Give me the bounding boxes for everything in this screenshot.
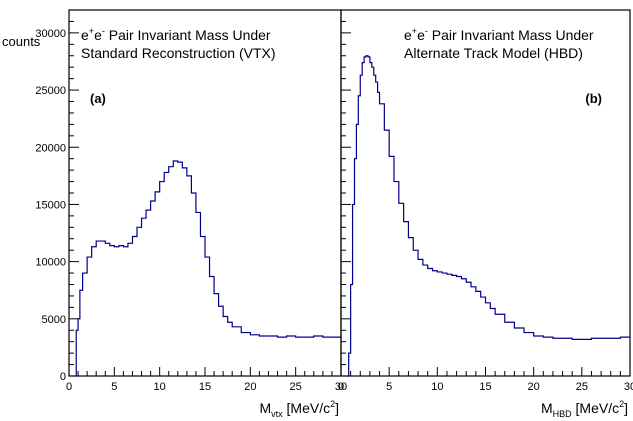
x-tick-label: 30 [624,381,633,393]
xlabel-main: M [541,400,553,416]
xlabel-unit: [MeV/c [283,400,330,416]
chart-title-line-2: Alternate Track Model (HBD) [404,45,583,61]
title-sup-minus: - [102,26,105,36]
plot-frame [340,9,631,377]
xlabel-unit: [MeV/c [572,400,619,416]
title-sup-plus: + [89,26,94,36]
x-tick-label: 10 [154,381,166,393]
panel-b: 051015202530e+e- Pair Invariant Mass Und… [338,9,633,419]
series-line [74,160,342,377]
title-e2: e [94,27,102,43]
x-tick-label: 0 [66,381,72,393]
title-rest: Pair Invariant Mass Under [105,27,271,43]
x-tick-label: 15 [199,381,211,393]
x-tick-label: 5 [386,381,392,393]
x-tick-label: 25 [576,381,588,393]
xlabel-sub: HBD [553,409,573,419]
title-rest: Pair Invariant Mass Under [428,27,594,43]
chart-title-line-2: Standard Reconstruction (VTX) [81,45,276,61]
x-tick-label: 25 [290,381,302,393]
x-axis-label: Mvtx [MeV/c2] [259,399,339,419]
x-tick-label: 20 [528,381,540,393]
y-tick-label: 0 [60,371,66,383]
x-tick-label: 30 [335,381,347,393]
y-tick-label: 30000 [35,28,66,40]
plot-frame [68,9,342,377]
title-e2: e [417,27,425,43]
y-tick-label: 15000 [35,199,66,211]
chart-title-line-1: e+e- Pair Invariant Mass Under [81,26,271,43]
xlabel-close: ] [624,400,628,416]
title-sup-minus: - [425,26,428,36]
y-tick-label: 10000 [35,257,66,269]
x-tick-label: 20 [244,381,256,393]
xlabel-sup: 2 [619,399,624,409]
panel-tag: (b) [585,91,602,106]
x-tick-label: 15 [479,381,491,393]
chart-title-line-1: e+e- Pair Invariant Mass Under [404,26,594,43]
x-tick-label: 10 [431,381,443,393]
y-tick-label: 5000 [42,314,66,326]
y-axis-label: counts [2,34,41,49]
y-tick-label: 25000 [35,85,66,97]
xlabel-sub: vtx [271,409,283,419]
xlabel-main: M [259,400,271,416]
x-tick-label: 0 [338,381,344,393]
title-e1: e [81,27,89,43]
x-tick-label: 5 [111,381,117,393]
series-line [346,55,630,377]
title-e1: e [404,27,412,43]
xlabel-close: ] [335,400,339,416]
y-tick-label: 20000 [35,142,66,154]
xlabel-sup: 2 [330,399,335,409]
title-sup-plus: + [412,26,417,36]
panel-tag: (a) [90,91,106,106]
panel-a: 0 5 10 15 20 25 300500010000150002000025000300… [35,9,347,419]
x-axis-label: MHBD [MeV/c2] [541,399,628,419]
